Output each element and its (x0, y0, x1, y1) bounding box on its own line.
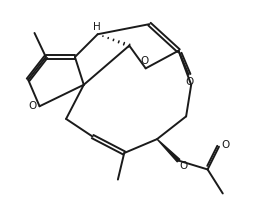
Text: O: O (140, 56, 148, 66)
Text: O: O (28, 101, 37, 111)
Text: O: O (179, 161, 187, 171)
Text: O: O (221, 140, 229, 150)
Text: H: H (92, 22, 100, 32)
Polygon shape (157, 139, 180, 162)
Text: O: O (186, 77, 194, 87)
